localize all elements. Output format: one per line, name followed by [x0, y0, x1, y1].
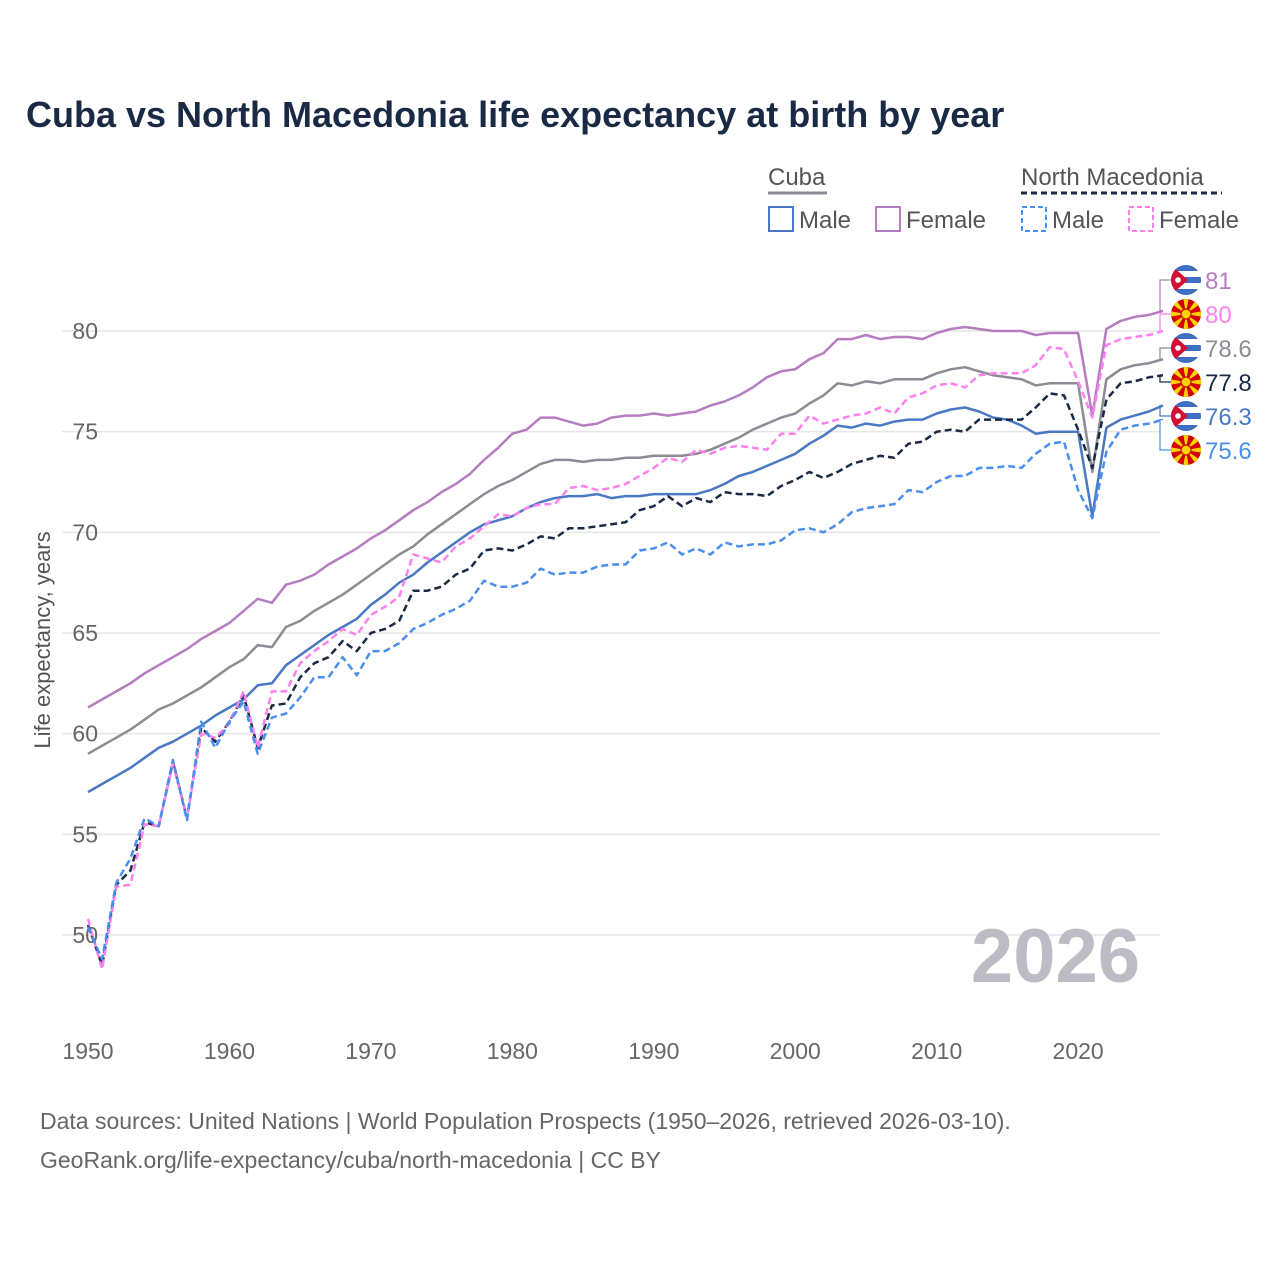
series-line-north-macedonia-male	[86, 418, 1164, 961]
x-tick-label: 1950	[62, 1038, 113, 1064]
x-tick-labels: 1950 1960 1970 1980 1990 2000 2010 2020	[62, 1038, 1103, 1064]
label-connector	[1159, 279, 1172, 312]
legend-group-cuba: Cuba	[768, 164, 826, 191]
x-tick-label: 1960	[204, 1038, 255, 1064]
end-label: 75.6	[1159, 418, 1252, 465]
legend-cuba-male-swatch[interactable]	[768, 206, 794, 232]
end-value-label: 80	[1205, 302, 1232, 329]
y-tick-label: 80	[72, 318, 98, 344]
series-lines	[86, 309, 1164, 971]
end-label: 78.6	[1159, 333, 1252, 363]
y-tick-label: 75	[72, 419, 98, 445]
series-line-cuba-female	[87, 309, 1164, 709]
end-value-label: 77.8	[1205, 370, 1252, 397]
legend: Cuba Male Female North Macedonia Male Fe…	[768, 164, 1239, 234]
year-watermark: 2026	[971, 914, 1140, 999]
x-tick-label: 2010	[911, 1038, 962, 1064]
x-tick-label: 1990	[628, 1038, 679, 1064]
y-tick-label: 65	[72, 620, 98, 646]
north-macedonia-flag-icon	[1171, 435, 1201, 465]
y-tick-label: 70	[72, 519, 98, 545]
cuba-flag-icon	[1171, 333, 1201, 363]
end-value-label: 81	[1205, 268, 1232, 295]
north-macedonia-flag-icon	[1171, 299, 1201, 329]
legend-cuba-female-swatch[interactable]	[875, 206, 901, 232]
x-tick-label: 1970	[345, 1038, 396, 1064]
end-value-label: 76.3	[1205, 404, 1252, 431]
end-value-label: 78.6	[1205, 336, 1252, 363]
y-axis-label: Life expectancy, years	[30, 531, 55, 748]
series-line-north-macedonia	[86, 374, 1164, 967]
legend-cuba-male[interactable]: Male	[799, 207, 851, 234]
source-line-1: Data sources: United Nations | World Pop…	[40, 1108, 1011, 1134]
series-line-cuba	[87, 357, 1164, 755]
legend-cuba-female[interactable]: Female	[906, 207, 986, 234]
source-line-2[interactable]: GeoRank.org/life-expectancy/cuba/north-m…	[40, 1147, 661, 1173]
cuba-flag-icon	[1171, 265, 1201, 295]
end-label: 76.3	[1159, 401, 1252, 431]
label-connector	[1159, 374, 1172, 383]
label-connector	[1159, 404, 1172, 417]
x-tick-label: 2020	[1053, 1038, 1104, 1064]
gridlines	[62, 330, 1160, 936]
north-macedonia-flag-icon	[1171, 367, 1201, 397]
x-tick-label: 1980	[487, 1038, 538, 1064]
legend-nm-male-swatch[interactable]	[1021, 206, 1047, 232]
chart-title: Cuba vs North Macedonia life expectancy …	[26, 94, 1005, 135]
label-connector	[1159, 313, 1172, 332]
end-label: 81	[1159, 265, 1232, 312]
legend-nm-female[interactable]: Female	[1159, 207, 1239, 234]
end-value-label: 75.6	[1205, 438, 1252, 465]
legend-nm-male[interactable]: Male	[1052, 207, 1104, 234]
x-tick-label: 2000	[770, 1038, 821, 1064]
y-tick-label: 60	[72, 721, 98, 747]
legend-nm-female-swatch[interactable]	[1128, 206, 1154, 232]
legend-group-north-macedonia: North Macedonia	[1021, 164, 1204, 191]
y-tick-label: 55	[72, 821, 98, 847]
end-labels: 81 80 78.6 77.8 76.3 75.6	[1159, 265, 1252, 465]
end-label: 77.8	[1159, 367, 1252, 397]
series-line-north-macedonia-female	[86, 329, 1164, 971]
series-line-cuba-male	[87, 404, 1164, 794]
label-connector	[1159, 418, 1172, 451]
label-connector	[1159, 347, 1172, 360]
end-label: 80	[1159, 299, 1232, 332]
cuba-flag-icon	[1171, 401, 1201, 431]
